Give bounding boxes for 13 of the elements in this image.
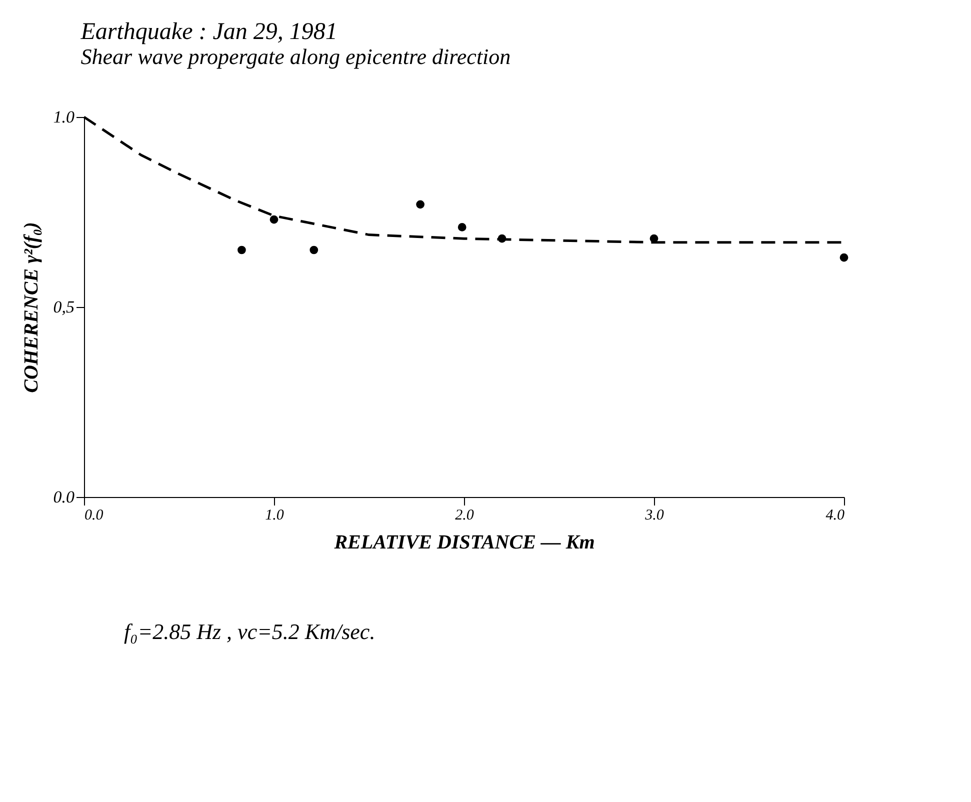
x-tick-label: 0.0 xyxy=(84,508,104,524)
y-axis-title: COHERENCE γ²(f₀) xyxy=(20,222,42,393)
text: f₀=2.85 Hz , vc=5.2 Km/sec. xyxy=(124,619,376,644)
chart-title: Earthquake : Jan 29, 1981 xyxy=(80,19,338,45)
x-tick-label: 2.0 xyxy=(455,508,474,524)
y-tick-label: 0.0 xyxy=(53,488,75,506)
x-tick-label: 4.0 xyxy=(826,508,845,524)
x-tick-label: 3.0 xyxy=(644,508,664,524)
x-axis-title: RELATIVE DISTANCE — Km xyxy=(333,532,595,554)
chart-subtitle: Shear wave propergate along epicentre direction xyxy=(80,44,511,69)
y-tick-label: 0,5 xyxy=(53,298,74,316)
x-tick-label: 1.0 xyxy=(265,508,284,524)
y-tick-label: 1.0 xyxy=(53,108,75,126)
